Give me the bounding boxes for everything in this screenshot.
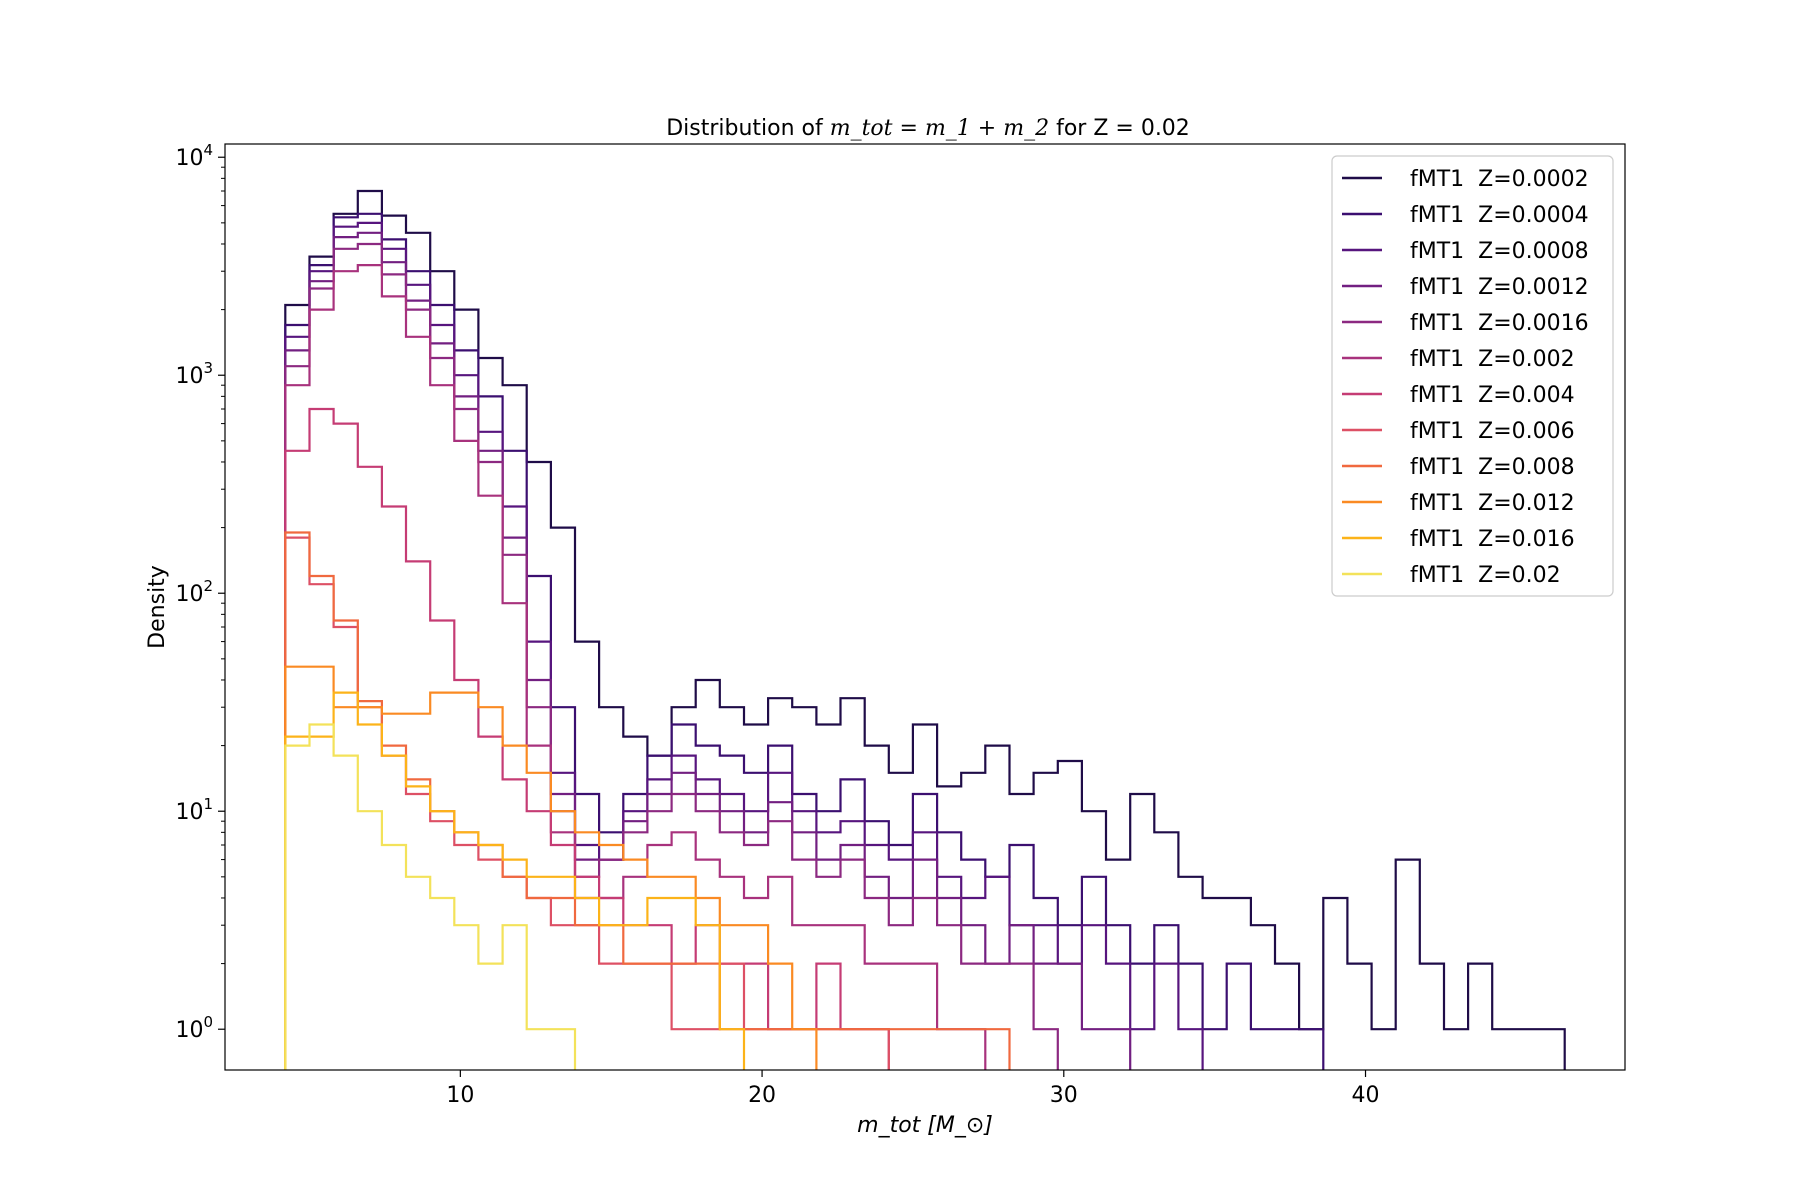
x-tick-label: 20 [748, 1083, 776, 1108]
legend-label: fMT1 Z=0.0004 [1410, 203, 1589, 228]
x-tick-label: 40 [1352, 1083, 1380, 1108]
plot-frame [224, 143, 1626, 1071]
legend-label: fMT1 Z=0.012 [1410, 491, 1575, 516]
x-axis-label: m_tot [M_⊙] [857, 1113, 993, 1138]
y-tick-label: 101 [175, 795, 213, 825]
legend-label: fMT1 Z=0.004 [1410, 383, 1575, 408]
legend-frame [1331, 155, 1614, 597]
legend-label: fMT1 Z=0.0002 [1410, 167, 1589, 192]
y-tick-label: 103 [175, 359, 213, 389]
legend-label: fMT1 Z=0.008 [1410, 455, 1575, 480]
chart-title-prefix: Distribution of [666, 116, 830, 141]
legend-label: fMT1 Z=0.0012 [1410, 275, 1589, 300]
legend-label: fMT1 Z=0.002 [1410, 347, 1575, 372]
chart-title: Distribution of m_tot = m_1 + m_2 for Z … [666, 116, 1190, 141]
histogram-series-1 [284, 189, 1566, 1070]
histogram-series-5 [284, 242, 1059, 1070]
x-tick-label: 10 [446, 1083, 474, 1108]
x-axis: 10 20 30 40 [446, 1070, 1380, 1108]
x-tick-label: 30 [1050, 1083, 1078, 1108]
legend-label: fMT1 Z=0.0008 [1410, 239, 1589, 264]
legend: fMT1 Z=0.0002 fMT1 Z=0.0004 fMT1 Z=0.0008 f… [1331, 155, 1614, 597]
histogram-series-10 [284, 665, 818, 1070]
y-axis: 100 101 102 103 104 [175, 141, 225, 1043]
legend-label: fMT1 Z=0.0016 [1410, 311, 1589, 336]
chart-title-suffix: for Z = 0.02 [1049, 116, 1190, 141]
y-tick-label: 104 [175, 141, 213, 171]
legend-label: fMT1 Z=0.02 [1410, 563, 1561, 588]
legend-label: fMT1 Z=0.006 [1410, 419, 1575, 444]
histogram-series-11 [284, 691, 746, 1070]
y-tick-label: 102 [175, 577, 213, 607]
histogram-series-layer [284, 189, 1566, 1070]
legend-label: fMT1 Z=0.016 [1410, 527, 1575, 552]
histogram-series-2 [284, 212, 1325, 1070]
histogram-series-12 [284, 723, 577, 1070]
histogram-series-9 [284, 531, 1011, 1070]
y-tick-label: 100 [175, 1013, 213, 1043]
chart-title-math: m_tot = m_1 + m_2 [830, 116, 1049, 141]
y-axis-label: Density [145, 565, 170, 649]
legend-items: fMT1 Z=0.0002 fMT1 Z=0.0004 fMT1 Z=0.0008 f… [1342, 167, 1589, 588]
